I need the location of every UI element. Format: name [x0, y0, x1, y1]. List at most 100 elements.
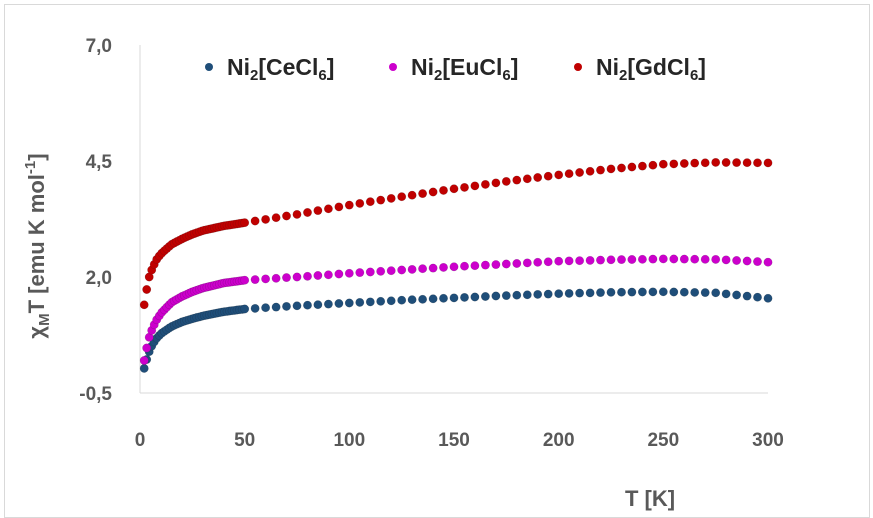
data-point — [732, 158, 741, 168]
x-tick-label: 200 — [543, 430, 575, 451]
data-point — [418, 189, 427, 199]
data-point — [669, 254, 679, 264]
data-point — [596, 165, 605, 175]
data-point — [700, 254, 710, 264]
y-tick-label: 4,5 — [86, 152, 113, 173]
data-point — [585, 166, 595, 176]
data-point — [439, 185, 448, 195]
data-point — [407, 264, 417, 274]
data-point — [323, 299, 333, 309]
data-point — [606, 287, 616, 297]
data-point — [303, 271, 312, 281]
data-point — [323, 204, 333, 214]
data-point — [139, 356, 149, 365]
data-point — [732, 256, 741, 265]
legend-label: Ni2[GdCl6] — [596, 54, 706, 84]
data-point — [617, 255, 626, 265]
data-point — [240, 275, 250, 285]
series-0 — [139, 287, 773, 373]
x-tick-labels: 0 50 100 150 200 250 300 — [135, 430, 784, 451]
data-point — [376, 195, 386, 205]
data-point — [690, 287, 700, 297]
data-point — [365, 297, 375, 307]
data-point — [449, 293, 459, 303]
x-tick-label: 100 — [333, 430, 365, 451]
data-point — [418, 264, 427, 274]
data-point — [428, 294, 438, 304]
x-tick-label: 300 — [752, 430, 784, 451]
data-point — [428, 187, 438, 197]
x-tick-label: 50 — [234, 430, 255, 451]
data-point — [543, 257, 553, 267]
series-1 — [139, 254, 773, 365]
data-point — [690, 158, 700, 168]
data-point — [303, 300, 312, 310]
data-point — [501, 291, 511, 300]
data-point — [397, 295, 407, 305]
data-point — [763, 293, 773, 303]
data-point — [596, 255, 605, 265]
data-point — [575, 168, 584, 177]
data-point — [344, 298, 354, 308]
data-point — [139, 363, 149, 373]
data-point — [742, 158, 752, 168]
data-point — [344, 268, 354, 278]
data-point — [376, 296, 386, 306]
data-point — [355, 268, 365, 277]
data-point — [753, 292, 762, 302]
data-point — [240, 304, 250, 314]
legend-marker — [205, 63, 213, 71]
data-point — [554, 256, 564, 266]
y-tick-label: 2,0 — [86, 268, 112, 289]
data-point — [292, 301, 302, 311]
data-point — [742, 291, 752, 301]
data-point — [449, 184, 459, 194]
data-point — [460, 182, 469, 192]
data-point — [460, 292, 469, 302]
data-point — [564, 288, 574, 298]
data-point — [428, 263, 438, 273]
data-point — [365, 267, 375, 277]
data-point — [711, 288, 721, 298]
data-point — [564, 256, 574, 266]
data-point — [355, 297, 365, 307]
data-point — [344, 200, 354, 210]
y-axis-title: χMT [emu K mol-1] — [22, 153, 53, 338]
data-point — [648, 160, 658, 170]
data-point — [585, 288, 595, 298]
data-point — [334, 202, 344, 212]
data-point — [690, 254, 700, 264]
data-point — [658, 254, 668, 264]
data-point — [721, 289, 731, 299]
data-point — [491, 260, 501, 269]
data-point — [585, 255, 595, 265]
data-point — [679, 287, 689, 297]
legend-marker — [389, 63, 397, 71]
data-point — [313, 271, 323, 280]
data-point — [606, 255, 616, 265]
data-point — [658, 159, 668, 169]
data-point — [386, 266, 396, 276]
data-point — [271, 273, 281, 283]
data-point — [533, 257, 543, 267]
data-point — [679, 159, 689, 168]
data-point — [261, 274, 270, 284]
data-point — [491, 291, 501, 301]
data-point — [617, 287, 626, 297]
data-point — [449, 262, 459, 272]
data-point — [543, 289, 553, 299]
data-point — [470, 181, 480, 191]
data-point — [491, 178, 501, 188]
data-point — [282, 273, 291, 282]
data-point — [250, 216, 260, 226]
data-point — [512, 290, 522, 300]
data-point — [261, 214, 270, 224]
data-point — [606, 164, 616, 174]
data-point — [397, 265, 407, 275]
series-2 — [139, 157, 773, 310]
legend-label: Ni2[EuCl6] — [411, 54, 518, 84]
data-point — [386, 193, 396, 203]
axes — [139, 45, 768, 394]
data-point — [365, 197, 375, 207]
